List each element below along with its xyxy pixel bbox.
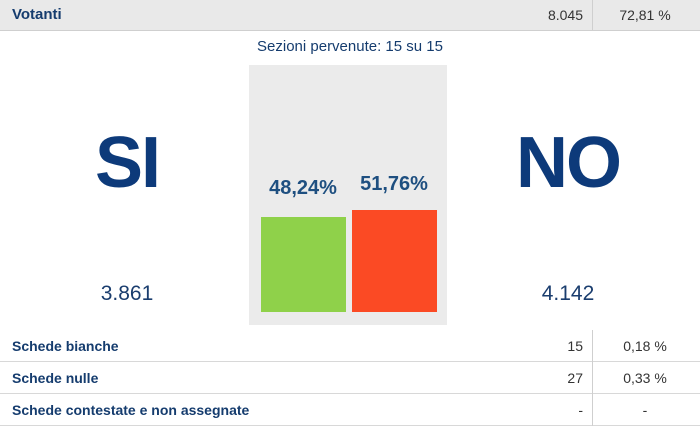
row-label: Schede bianche <box>12 338 119 354</box>
table-row: Schede contestate e non assegnate - - <box>0 394 700 426</box>
no-label: NO <box>516 123 622 203</box>
header-row: Votanti 8.045 72,81 % <box>0 0 700 31</box>
bar <box>352 210 437 312</box>
row-percent: 0,33 % <box>623 370 667 386</box>
row-count: 15 <box>567 338 583 354</box>
bar <box>261 216 346 312</box>
yes-label: SI <box>94 123 161 203</box>
table-row: Schede nulle 27 0,33 % <box>0 362 700 394</box>
row-label: Schede nulle <box>12 370 99 386</box>
row-label: Schede contestate e non assegnate <box>12 402 250 418</box>
row-percent: 0,18 % <box>623 338 667 354</box>
divider <box>592 0 593 30</box>
sections-text: Sezioni pervenute: 15 su 15 <box>257 38 443 55</box>
yes-votes: 3.861 <box>100 282 154 305</box>
row-count: - <box>578 402 583 418</box>
row-count: 27 <box>567 370 583 386</box>
header-percent: 72,81 % <box>619 7 671 23</box>
table-row: Schede bianche 15 0,18 % <box>0 330 700 362</box>
header-count: 8.045 <box>547 7 583 23</box>
divider <box>592 330 593 426</box>
yes-percent: 48,24% <box>269 177 337 199</box>
row-percent: - <box>642 402 648 418</box>
no-votes: 4.142 <box>541 282 595 305</box>
header-label: Votanti <box>12 6 62 23</box>
no-percent: 51,76% <box>360 173 428 195</box>
